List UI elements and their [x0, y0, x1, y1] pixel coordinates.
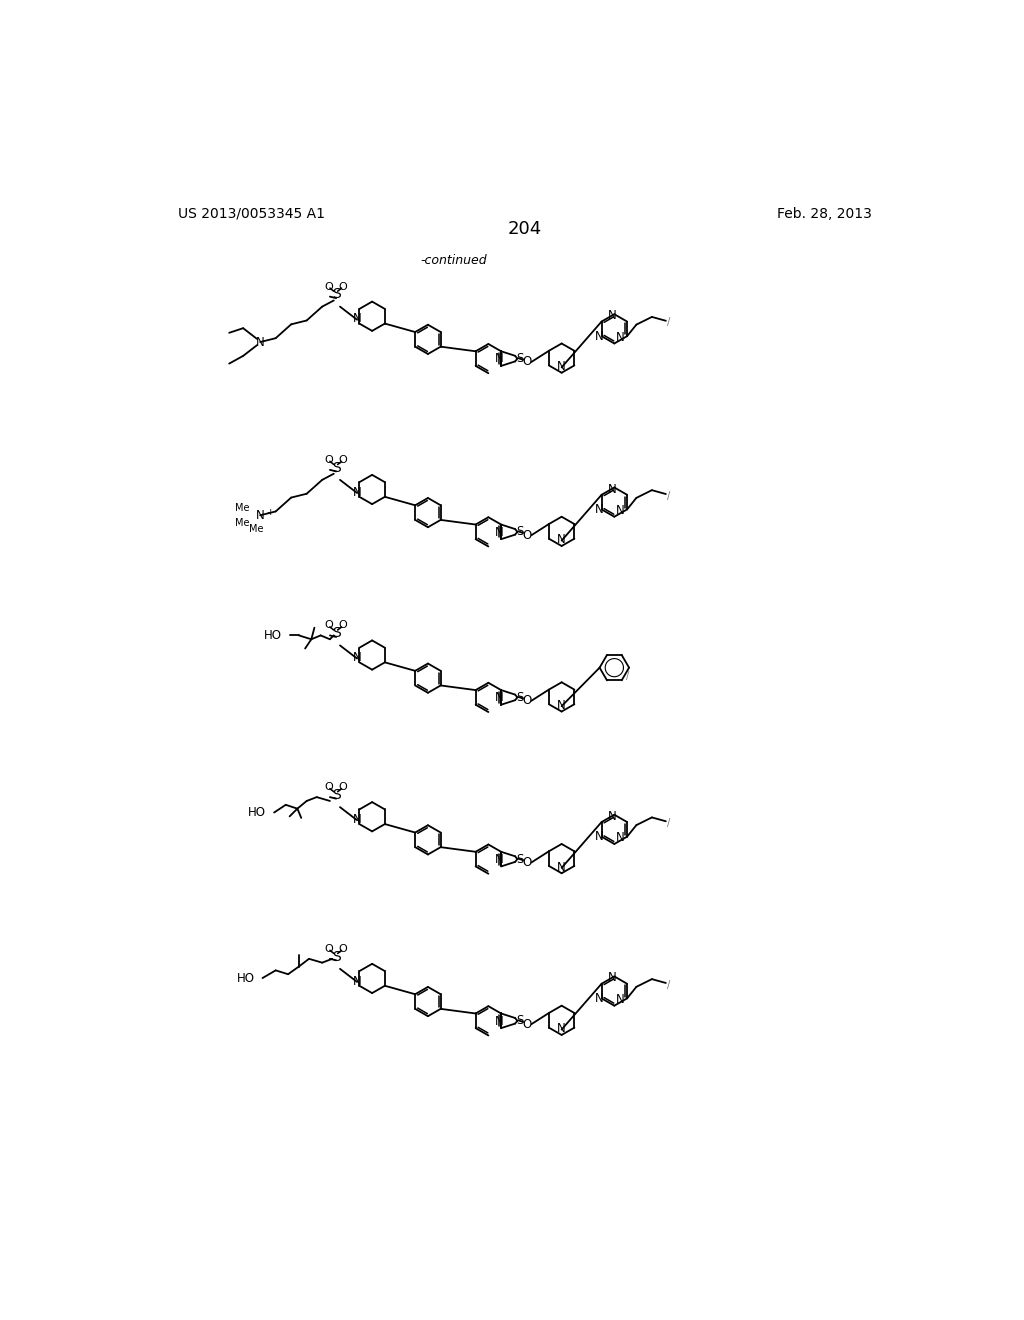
Text: N: N: [495, 692, 503, 705]
Text: N: N: [352, 313, 361, 326]
Text: O: O: [522, 529, 531, 541]
Text: N: N: [352, 974, 361, 987]
Text: N: N: [495, 1015, 503, 1028]
Text: N: N: [607, 483, 616, 495]
Text: O: O: [338, 783, 347, 792]
Text: N: N: [607, 309, 616, 322]
Text: N: N: [495, 525, 503, 539]
Text: /: /: [668, 818, 671, 828]
Text: O: O: [324, 620, 333, 631]
Text: HO: HO: [264, 628, 282, 642]
Text: Me: Me: [234, 517, 249, 528]
Text: O: O: [522, 694, 531, 708]
Text: N: N: [607, 972, 616, 985]
Text: S: S: [516, 1014, 523, 1027]
Text: N: N: [595, 830, 603, 843]
Text: N: N: [616, 504, 625, 517]
Text: /: /: [668, 491, 671, 500]
Text: 204: 204: [508, 220, 542, 238]
Text: N: N: [595, 330, 603, 343]
Text: /: /: [668, 317, 671, 327]
Text: N: N: [352, 813, 361, 826]
Text: O: O: [324, 783, 333, 792]
Text: N: N: [595, 991, 603, 1005]
Text: O: O: [338, 455, 347, 465]
Text: O: O: [522, 355, 531, 368]
Text: US 2013/0053345 A1: US 2013/0053345 A1: [178, 207, 326, 220]
Text: O: O: [522, 1018, 531, 1031]
Text: O: O: [338, 281, 347, 292]
Text: Feb. 28, 2013: Feb. 28, 2013: [777, 207, 872, 220]
Text: N: N: [607, 809, 616, 822]
Text: N: N: [595, 503, 603, 516]
Text: HO: HO: [249, 807, 266, 818]
Text: /: /: [627, 672, 630, 681]
Text: O: O: [338, 944, 347, 954]
Text: N: N: [557, 360, 566, 374]
Text: S: S: [516, 853, 523, 866]
Text: +: +: [266, 508, 273, 517]
Text: S: S: [516, 525, 523, 539]
Text: S: S: [332, 788, 341, 801]
Text: N: N: [557, 861, 566, 874]
Text: N: N: [352, 486, 361, 499]
Text: N: N: [495, 853, 503, 866]
Text: O: O: [324, 944, 333, 954]
Text: O: O: [522, 855, 531, 869]
Text: /: /: [668, 979, 671, 990]
Text: N: N: [616, 993, 625, 1006]
Text: N: N: [256, 335, 264, 348]
Text: S: S: [332, 949, 341, 964]
Text: N: N: [557, 1022, 566, 1035]
Text: S: S: [332, 461, 341, 475]
Text: S: S: [516, 690, 523, 704]
Text: N: N: [557, 533, 566, 546]
Text: O: O: [324, 281, 333, 292]
Text: N: N: [616, 331, 625, 343]
Text: O: O: [324, 455, 333, 465]
Text: N: N: [352, 651, 361, 664]
Text: -continued: -continued: [420, 253, 486, 267]
Text: Me: Me: [249, 524, 263, 535]
Text: S: S: [332, 626, 341, 640]
Text: O: O: [338, 620, 347, 631]
Text: N: N: [256, 508, 264, 521]
Text: S: S: [332, 288, 341, 301]
Text: N: N: [616, 832, 625, 845]
Text: HO: HO: [237, 972, 255, 985]
Text: S: S: [516, 352, 523, 366]
Text: Me: Me: [234, 503, 249, 512]
Text: N: N: [495, 352, 503, 366]
Text: N: N: [557, 698, 566, 711]
